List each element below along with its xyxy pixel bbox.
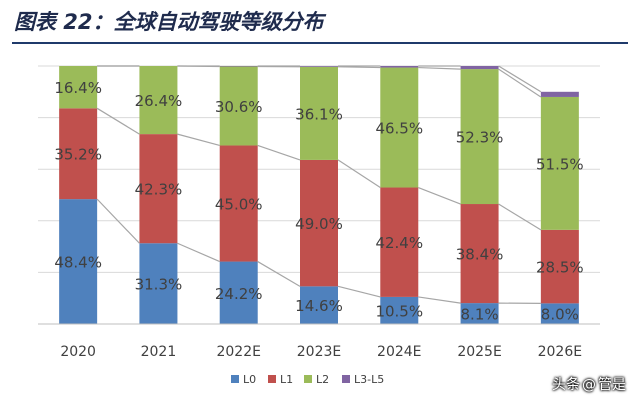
data-label: 36.1% [295, 105, 343, 123]
bar-l1-2024e [380, 187, 419, 297]
watermark-user: 管是 [598, 377, 626, 393]
data-label: 51.5% [536, 155, 584, 173]
legend-label: L2 [316, 373, 329, 386]
series-line [257, 261, 301, 287]
bar-l1-2026e [540, 229, 579, 304]
x-tick-label: 2020 [60, 344, 96, 360]
bar-l0-2024e [380, 296, 419, 324]
chart-title: 图表 22：全球自动驾驶等级分布 [14, 10, 324, 34]
x-tick-label: 2026E [538, 344, 582, 360]
bar-l2-2023e [300, 66, 338, 160]
bar-l3-l5-2024e [380, 66, 419, 68]
x-tick-label: 2023E [297, 344, 341, 360]
series-line [177, 133, 220, 147]
data-label: 48.4% [54, 254, 102, 272]
series-line [418, 296, 461, 304]
bar-l1-2022e [219, 145, 258, 262]
series-line [418, 66, 461, 70]
data-label: 8.0% [541, 306, 579, 324]
data-label: 26.4% [135, 92, 183, 110]
data-label: 46.5% [375, 120, 423, 138]
bar-l0-2023e [300, 286, 338, 324]
series-line [257, 144, 301, 161]
x-tick-label: 2024E [377, 344, 421, 360]
bar-l0-2025e [460, 303, 499, 324]
series-line [177, 242, 220, 263]
legend-label: L1 [280, 373, 293, 386]
data-label: 45.0% [215, 196, 263, 214]
bar-l2-2025e [460, 69, 499, 205]
watermark: 头条 @ 管是 [552, 374, 626, 394]
bar-l3-l5-2025e [460, 66, 499, 70]
bar-l0-2021 [139, 243, 178, 324]
series-line [418, 186, 461, 205]
x-tick-label: 2022E [216, 344, 260, 360]
data-label: 35.2% [54, 146, 102, 164]
data-label: 8.1% [461, 306, 499, 324]
bar-l3-l5-2022e [219, 66, 258, 67]
bar-l1-2025e [460, 204, 499, 304]
x-tick-label: 2021 [141, 344, 177, 360]
series-line [498, 65, 542, 93]
bar-l2-2026e [540, 96, 579, 230]
data-label: 38.4% [456, 246, 504, 264]
bar-l2-2024e [380, 67, 419, 188]
data-label: 14.6% [295, 297, 343, 315]
data-label: 52.3% [456, 129, 504, 147]
data-label: 42.4% [375, 234, 423, 252]
bar-l0-2026e [540, 303, 579, 324]
legend-label: L3-L5 [354, 373, 384, 386]
series-line [498, 68, 542, 98]
bar-l1-2023e [300, 159, 338, 287]
data-label: 16.4% [54, 79, 102, 97]
legend-swatch-l3-l5 [342, 375, 350, 383]
series-line [96, 198, 140, 244]
data-label: 10.5% [375, 302, 423, 320]
bar-l1-2021 [139, 134, 178, 244]
legend-swatch-l1 [268, 375, 276, 383]
series-line [498, 203, 542, 231]
series-line [337, 285, 381, 298]
bar-l3-l5-2026e [540, 91, 579, 97]
bar-l2-2021 [139, 66, 178, 135]
data-label: 42.3% [135, 181, 183, 199]
bar-l0-2020 [59, 199, 98, 324]
series-line [96, 107, 140, 135]
legend-swatch-l2 [304, 375, 312, 383]
bar-l3-l5-2023e [300, 66, 338, 67]
bar-l2-2020 [59, 66, 98, 109]
data-label: 49.0% [295, 215, 343, 233]
data-label: 31.3% [135, 276, 183, 294]
watermark-at: @ [582, 377, 596, 393]
legend-swatch-l0 [231, 375, 239, 383]
legend-label: L0 [243, 373, 256, 386]
series-line [337, 159, 381, 189]
bar-l1-2020 [59, 108, 98, 200]
series-line [337, 66, 381, 69]
title-underline [12, 42, 628, 44]
bar-l2-2022e [219, 66, 258, 146]
watermark-app: 头条 [552, 377, 580, 393]
data-label: 28.5% [536, 259, 584, 277]
data-label: 24.2% [215, 285, 263, 303]
data-label: 30.6% [215, 98, 263, 116]
bar-l0-2022e [219, 261, 258, 324]
x-tick-label: 2025E [457, 344, 501, 360]
